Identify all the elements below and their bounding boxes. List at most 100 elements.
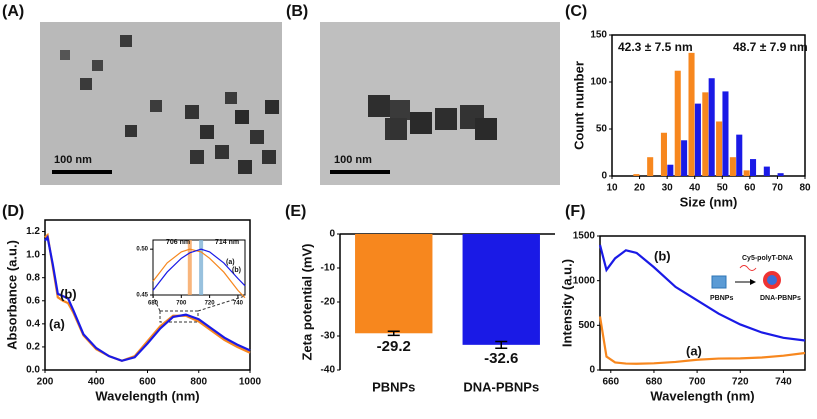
y-tick-label: 0.50	[136, 247, 148, 253]
line	[152, 248, 246, 299]
bar	[667, 164, 674, 176]
y-tick-label: -40	[321, 365, 336, 376]
x-tick-label: 800	[190, 377, 207, 388]
y-tick-label: -20	[321, 297, 336, 308]
bar	[763, 166, 770, 176]
bar	[681, 140, 688, 176]
x-tick-label: 1000	[239, 377, 262, 388]
bar	[688, 52, 695, 176]
x-tick-label: PBNPs	[372, 379, 415, 394]
x-tick-label: 720	[732, 377, 749, 388]
annotation: (a)	[226, 259, 235, 266]
annotation: PBNPs	[710, 295, 733, 302]
scale-bar-label: 100 nm	[334, 154, 372, 166]
annotation: (a)	[686, 343, 702, 358]
bar	[694, 103, 701, 176]
line	[598, 244, 806, 342]
bar	[355, 234, 433, 334]
y-tick-label: 1.0	[26, 249, 40, 260]
panel-label: (F)	[565, 203, 585, 220]
schematic	[711, 265, 781, 289]
annotation: 714 nm	[215, 239, 239, 246]
x-tick-label: 600	[139, 377, 156, 388]
y-tick-label: 1000	[573, 275, 596, 286]
plot-frame	[611, 34, 806, 177]
y-tick-label: 0.2	[26, 342, 40, 353]
x-tick-label: 700	[689, 377, 706, 388]
scale-bar-label: 100 nm	[54, 154, 92, 166]
bar	[743, 170, 750, 176]
y-tick-label: 1.2	[26, 226, 40, 237]
x-tick-label: 660	[602, 377, 619, 388]
panel-label: (C)	[565, 3, 587, 20]
x-tick-label: 10	[606, 183, 618, 194]
y-tick-label: 0	[589, 365, 595, 376]
line	[598, 316, 806, 365]
value-label: -32.6	[484, 350, 518, 367]
panel-label: (A)	[2, 3, 24, 20]
x-tick-label: 740	[775, 377, 792, 388]
panel-label: (E)	[285, 203, 306, 220]
bar	[708, 78, 715, 176]
bar	[750, 159, 757, 176]
annotation: (b)	[654, 248, 671, 263]
error-bar	[387, 330, 400, 337]
plot-frame	[599, 235, 806, 371]
x-tick-label: 20	[634, 183, 646, 194]
x-axis-label: Wavelength (nm)	[650, 388, 754, 403]
bar	[722, 91, 729, 176]
annotation: Cy5-polyT-DNA	[742, 255, 793, 262]
x-tick-label: 60	[744, 183, 756, 194]
x-tick-label: 400	[88, 377, 105, 388]
annotation: DNA-PBNPs	[760, 295, 801, 302]
x-tick-label: 40	[689, 183, 701, 194]
annotation: 48.7 ± 7.9 nm	[733, 40, 808, 54]
x-tick-label: 80	[799, 183, 811, 194]
y-axis-label: Absorbance (a.u.)	[4, 240, 19, 350]
annotation: 42.3 ± 7.5 nm	[618, 40, 693, 54]
x-tick-label: DNA-PBNPs	[463, 379, 539, 394]
x-tick-label: 200	[37, 377, 54, 388]
bar	[702, 92, 709, 176]
y-axis-label: Count number	[571, 61, 586, 150]
bar	[777, 173, 784, 176]
y-axis-label: Intensity (a.u.)	[559, 259, 574, 347]
y-tick-label: 0	[601, 171, 607, 182]
y-tick-label: 100	[590, 77, 607, 88]
annotation: 706 nm	[166, 239, 190, 246]
y-tick-label: -30	[321, 331, 336, 342]
y-tick-label: 50	[596, 124, 608, 135]
y-tick-label: 0.8	[26, 272, 40, 283]
annotation: (b)	[232, 267, 241, 274]
bar	[633, 174, 640, 176]
y-tick-label: 500	[578, 320, 595, 331]
inset-bg	[152, 239, 246, 296]
y-axis-label: Zeta potential (mV)	[299, 243, 314, 360]
x-tick-label: 740	[233, 301, 244, 307]
y-tick-label: 150	[590, 30, 607, 41]
y-tick-label: -10	[321, 263, 336, 274]
y-tick-label: 0.6	[26, 295, 40, 306]
x-axis-label: Wavelength (nm)	[95, 388, 199, 403]
line	[152, 248, 246, 291]
x-tick-label: 50	[717, 183, 729, 194]
y-tick-label: 0.0	[26, 365, 40, 376]
x-tick-label: 680	[148, 301, 159, 307]
bar	[729, 157, 736, 176]
panel-label: (D)	[2, 203, 24, 220]
bar	[647, 157, 654, 176]
tem-image	[40, 22, 282, 185]
x-tick-label: 70	[772, 183, 784, 194]
x-tick-label: 720	[205, 301, 216, 307]
annotation: (b)	[60, 286, 77, 301]
bar	[462, 234, 540, 345]
x-axis-label: Size (nm)	[680, 194, 738, 209]
error-bar	[495, 340, 508, 349]
y-tick-label: 0.4	[26, 318, 40, 329]
bar	[716, 121, 723, 176]
bar	[674, 70, 681, 176]
value-label: -29.2	[377, 338, 411, 355]
panel-label: (B)	[286, 3, 308, 20]
x-tick-label: 680	[646, 377, 663, 388]
